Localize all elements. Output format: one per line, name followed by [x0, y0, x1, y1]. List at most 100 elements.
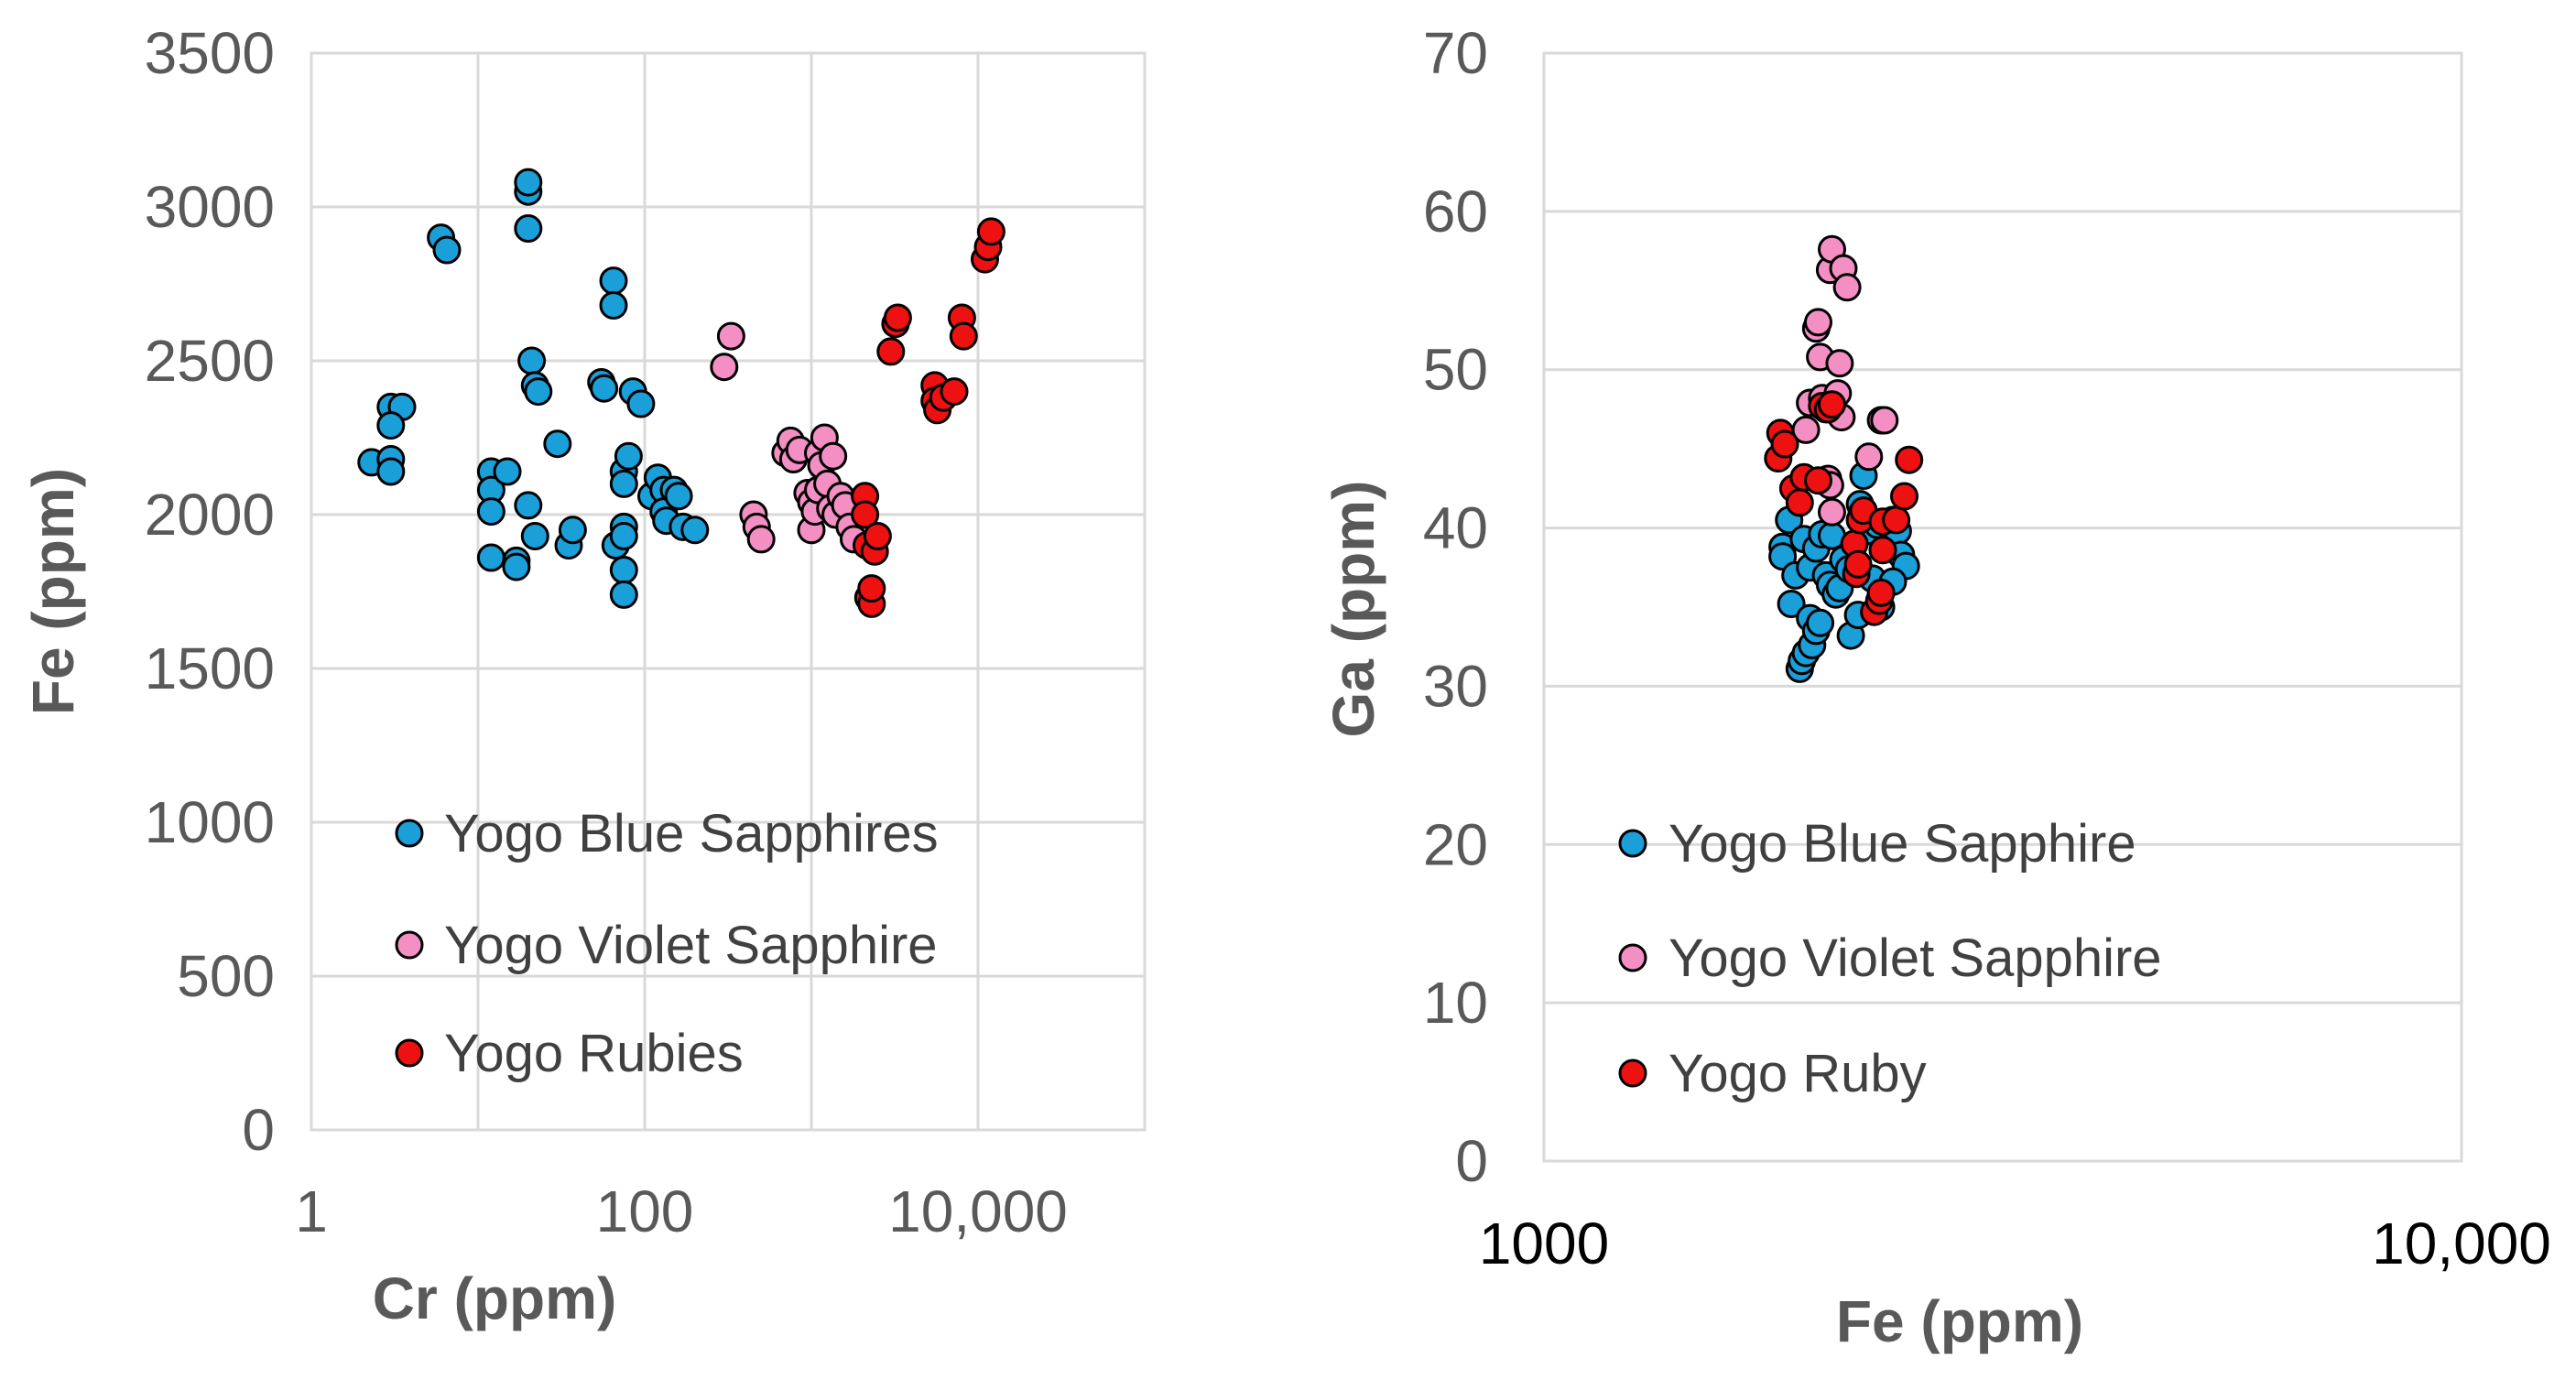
- point-blue: [517, 346, 547, 375]
- point-blue: [614, 441, 643, 471]
- point-red: [949, 321, 978, 351]
- point-red: [876, 337, 906, 366]
- point-blue: [376, 411, 406, 440]
- legend-label-violet-left: Yogo Violet Sapphire: [444, 916, 938, 975]
- point-blue: [558, 516, 587, 545]
- point-blue: [626, 389, 656, 418]
- legend-label-violet-right: Yogo Violet Sapphire: [1668, 928, 2162, 988]
- point-red: [976, 217, 1005, 246]
- y-axis-label-right: Ga (ppm): [1321, 481, 1386, 738]
- point-blue: [599, 266, 628, 296]
- point-blue: [514, 168, 543, 197]
- legend-label-blue-right: Yogo Blue Sapphire: [1668, 814, 2136, 874]
- point-violet: [716, 321, 745, 351]
- point-violet: [1854, 442, 1884, 472]
- legend-marker-red-left: [395, 1038, 424, 1068]
- y-tick-label: 500: [177, 943, 275, 1009]
- point-blue: [609, 469, 638, 498]
- y-tick-label: 40: [1423, 495, 1488, 561]
- y-tick-label: 10: [1423, 970, 1488, 1036]
- point-blue: [609, 580, 638, 609]
- point-blue: [514, 214, 543, 243]
- legend-label-red-left: Yogo Rubies: [444, 1024, 744, 1083]
- y-tick-label: 0: [1455, 1128, 1488, 1194]
- point-red: [1804, 466, 1832, 495]
- x-tick-label: 1: [295, 1178, 328, 1244]
- y-tick-label: 30: [1423, 653, 1488, 719]
- point-blue: [476, 497, 505, 527]
- point-red: [1785, 488, 1814, 517]
- y-tick-label: 70: [1423, 20, 1488, 86]
- y-ticks-right: 0 10 20 30 40 50 60 70: [1423, 20, 1488, 1194]
- y-tick-label: 3000: [145, 174, 275, 240]
- point-violet: [1832, 273, 1862, 302]
- point-red: [1770, 429, 1799, 459]
- point-blue: [1806, 608, 1835, 637]
- point-blue: [664, 482, 693, 511]
- x-tick-label: 1000: [1479, 1211, 1609, 1276]
- legend-marker-violet-right: [1618, 943, 1647, 972]
- point-red: [883, 303, 912, 332]
- legend-marker-violet-left: [395, 930, 424, 960]
- legend-right: Yogo Blue Sapphire Yogo Violet Sapphire …: [1618, 814, 2162, 1103]
- point-blue: [609, 522, 638, 550]
- point-blue: [680, 516, 710, 545]
- y-ticks-left: 0 500 1000 1500 2000 2500 3000 3500: [145, 20, 275, 1163]
- point-blue: [514, 491, 543, 520]
- point-red: [1895, 445, 1924, 474]
- point-blue: [1777, 590, 1806, 618]
- y-tick-label: 50: [1423, 337, 1488, 403]
- point-red: [940, 377, 969, 407]
- point-red: [1890, 482, 1918, 511]
- point-violet: [1870, 406, 1899, 435]
- legend-marker-red-right: [1618, 1059, 1647, 1088]
- point-red: [1818, 390, 1846, 419]
- point-blue: [524, 377, 553, 407]
- y-tick-label: 1500: [145, 635, 275, 701]
- point-blue: [476, 543, 505, 572]
- y-tick-label: 1000: [145, 789, 275, 855]
- point-blue: [599, 291, 628, 320]
- point-red: [1866, 578, 1896, 607]
- point-violet: [819, 441, 848, 471]
- y-tick-label: 60: [1423, 179, 1488, 244]
- legend-label-blue-left: Yogo Blue Sapphires: [444, 804, 939, 863]
- point-violet: [1825, 349, 1854, 378]
- point-red: [851, 500, 880, 529]
- x-tick-label: 100: [596, 1178, 694, 1244]
- point-blue: [376, 457, 406, 486]
- x-ticks-right: 1000 10,000: [1479, 1211, 2551, 1276]
- point-blue: [502, 552, 531, 581]
- point-violet: [746, 525, 776, 554]
- point-blue: [543, 429, 572, 459]
- points-right: [1764, 234, 1924, 683]
- x-tick-label: 10,000: [2372, 1211, 2551, 1276]
- points-left: [357, 168, 1005, 618]
- point-blue: [520, 522, 549, 550]
- x-tick-label: 10,000: [888, 1178, 1068, 1244]
- x-axis-label-right: Fe (ppm): [1836, 1288, 2083, 1354]
- point-violet: [1818, 497, 1846, 527]
- point-red: [1868, 536, 1897, 565]
- point-red: [857, 574, 886, 603]
- legend-marker-blue-left: [395, 819, 424, 848]
- legend-marker-blue-right: [1618, 829, 1647, 858]
- y-tick-label: 2000: [145, 482, 275, 548]
- point-violet: [710, 353, 739, 382]
- y-tick-label: 20: [1423, 811, 1488, 877]
- x-axis-label-left: Cr (ppm): [373, 1265, 617, 1331]
- y-tick-label: 0: [242, 1097, 275, 1163]
- point-blue: [590, 374, 619, 403]
- point-red: [863, 522, 892, 550]
- grid-right: [1542, 51, 2463, 1163]
- y-tick-label: 3500: [145, 20, 275, 86]
- plot-area-right: [1542, 51, 2463, 1163]
- x-ticks-left: 1 100 10,000: [295, 1178, 1068, 1244]
- y-axis-label-left: Fe (ppm): [20, 468, 86, 715]
- legend-label-red-right: Yogo Ruby: [1668, 1044, 1927, 1103]
- chart-right: 0 10 20 30 40 50 60 70 1000 10,000 Fe (ppm) Ga (…: [1321, 20, 2551, 1354]
- point-blue: [609, 556, 638, 584]
- y-tick-label: 2500: [145, 328, 275, 394]
